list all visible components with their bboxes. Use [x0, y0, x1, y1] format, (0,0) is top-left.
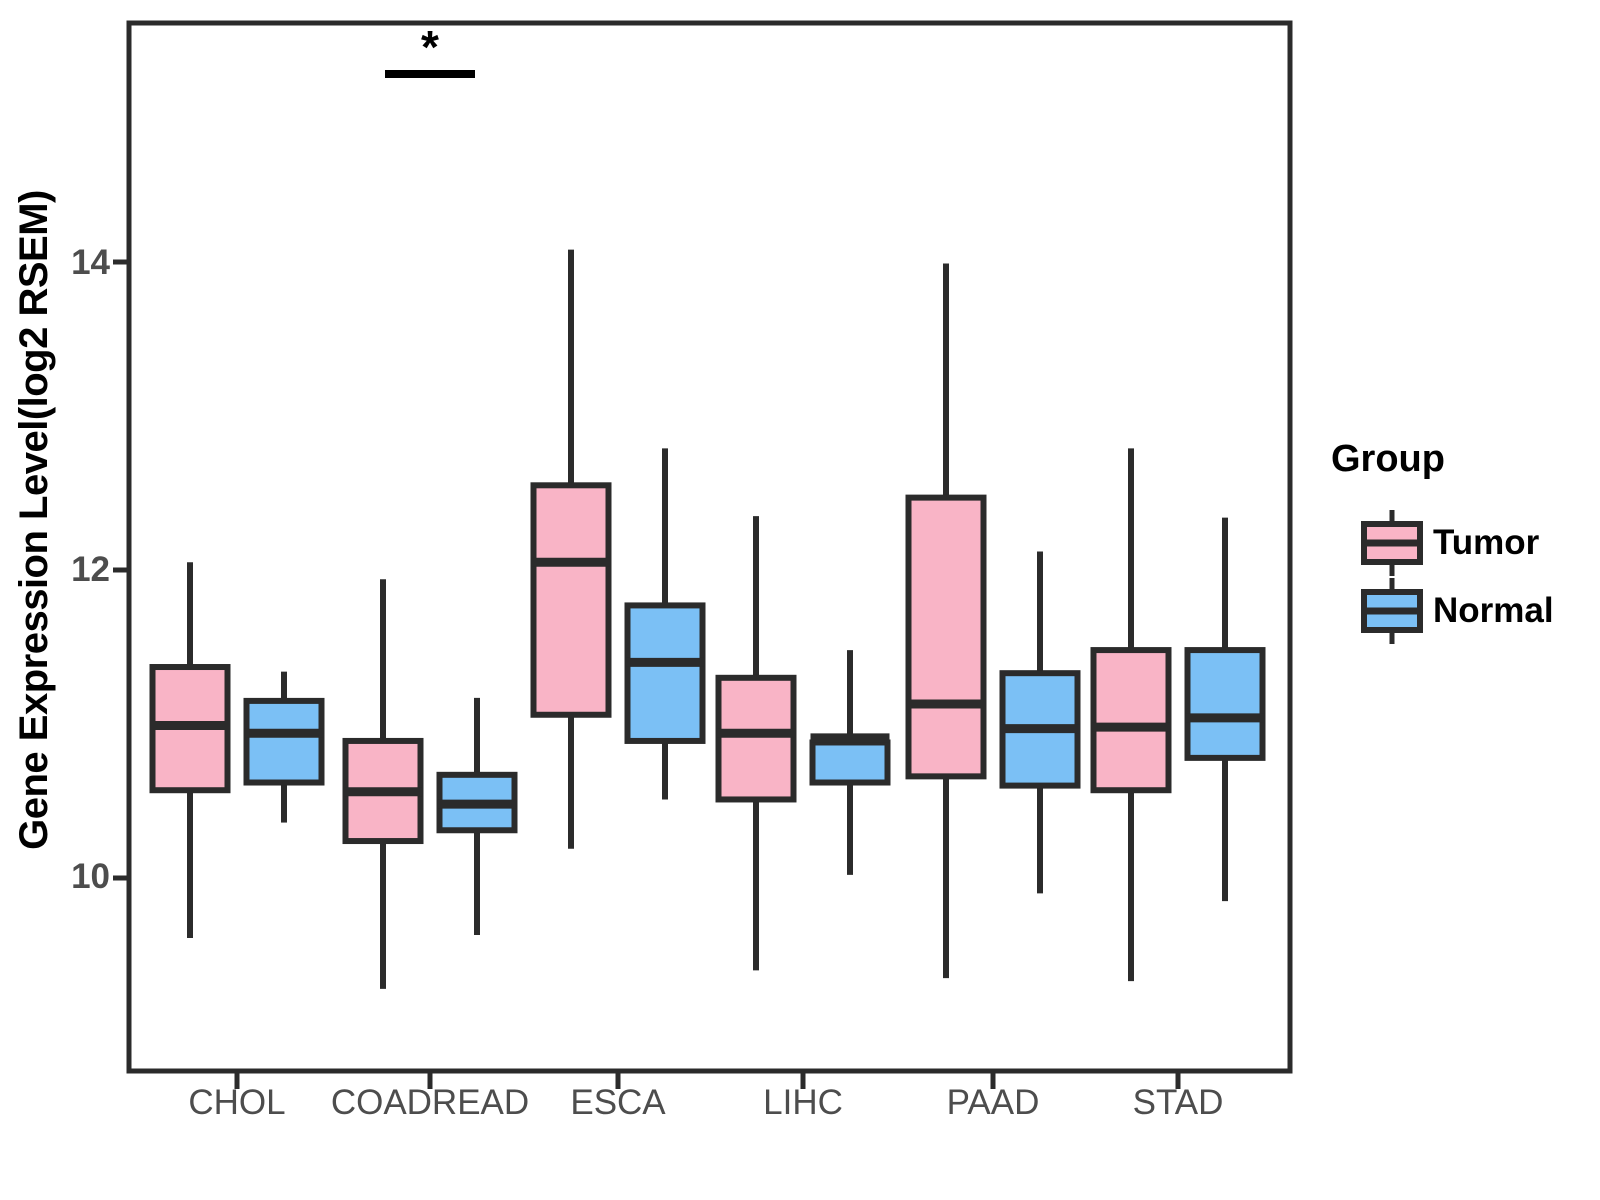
box-coadread-normal — [436, 697, 518, 935]
x-tick-label-coadread: COADREAD — [330, 1083, 530, 1122]
legend-title: Group — [1331, 438, 1445, 480]
significance-annotation: * — [385, 21, 475, 78]
box-paad-tumor — [905, 263, 987, 979]
significance-asterisk: * — [421, 21, 439, 73]
x-tick-label-esca: ESCA — [570, 1083, 666, 1122]
box-body — [809, 739, 891, 786]
box-body — [530, 482, 612, 718]
y-tick-label-14: 14 — [71, 243, 110, 282]
legend-key-tumor — [1361, 510, 1423, 576]
box-chol-normal — [243, 671, 325, 823]
box-chol-tumor — [149, 562, 231, 939]
box-lihc-normal — [809, 650, 891, 875]
y-tick-label-10: 10 — [71, 857, 110, 896]
legend-label-tumor: Tumor — [1433, 523, 1540, 562]
x-tick-label-lihc: LIHC — [763, 1083, 843, 1122]
y-tick-label-12: 12 — [71, 550, 110, 589]
plot-panel-border — [126, 20, 1293, 1074]
legend-key-normal — [1361, 578, 1423, 644]
axis-tick-marks — [113, 259, 1181, 1089]
box-body — [243, 697, 325, 786]
box-plot-series — [149, 249, 1266, 989]
box-paad-normal — [999, 551, 1081, 894]
legend-label-normal: Normal — [1433, 591, 1554, 630]
box-body — [1090, 647, 1172, 794]
x-tick-label-stad: STAD — [1132, 1083, 1224, 1122]
box-body — [905, 494, 987, 780]
box-esca-tumor — [530, 249, 612, 849]
legend-keys — [1361, 510, 1423, 644]
box-stad-tumor — [1090, 448, 1172, 982]
box-body — [624, 602, 706, 744]
x-tick-label-chol: CHOL — [188, 1083, 286, 1122]
box-lihc-tumor — [715, 516, 797, 971]
box-body — [715, 674, 797, 803]
box-body — [1184, 647, 1266, 761]
panel-frame — [126, 20, 1293, 1074]
x-tick-label-paad: PAAD — [946, 1083, 1040, 1122]
box-stad-normal — [1184, 517, 1266, 902]
box-esca-normal — [624, 448, 706, 800]
box-coadread-tumor — [342, 579, 424, 989]
